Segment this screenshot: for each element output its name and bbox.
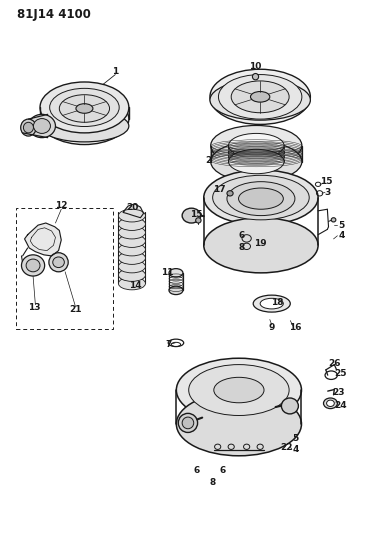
Ellipse shape xyxy=(251,92,270,102)
Ellipse shape xyxy=(178,414,198,432)
Ellipse shape xyxy=(28,114,56,138)
Ellipse shape xyxy=(118,226,145,239)
Ellipse shape xyxy=(23,122,33,133)
Text: 9: 9 xyxy=(268,323,275,332)
Ellipse shape xyxy=(118,217,145,230)
Ellipse shape xyxy=(210,80,310,120)
Ellipse shape xyxy=(238,188,283,209)
Ellipse shape xyxy=(204,217,318,273)
Ellipse shape xyxy=(26,259,40,272)
Ellipse shape xyxy=(53,257,64,268)
Ellipse shape xyxy=(324,398,337,409)
Text: 22: 22 xyxy=(280,443,293,453)
Ellipse shape xyxy=(169,286,183,295)
Text: 6: 6 xyxy=(219,466,226,475)
Ellipse shape xyxy=(33,118,51,133)
Ellipse shape xyxy=(211,125,302,166)
Text: 17: 17 xyxy=(213,185,226,194)
Ellipse shape xyxy=(59,95,110,122)
Text: 11: 11 xyxy=(161,268,174,277)
Text: 6: 6 xyxy=(193,466,200,475)
Ellipse shape xyxy=(331,217,336,222)
Ellipse shape xyxy=(118,243,145,256)
Text: 6: 6 xyxy=(238,231,245,240)
Text: 18: 18 xyxy=(271,298,284,307)
Text: 13: 13 xyxy=(28,303,40,312)
Ellipse shape xyxy=(169,269,183,277)
Ellipse shape xyxy=(253,295,290,312)
Text: 16: 16 xyxy=(289,323,302,332)
Ellipse shape xyxy=(260,298,283,309)
Text: 81J14 4100: 81J14 4100 xyxy=(17,8,91,21)
Text: 19: 19 xyxy=(254,239,266,248)
Text: 7: 7 xyxy=(165,341,172,350)
Text: 4: 4 xyxy=(338,231,344,240)
Ellipse shape xyxy=(118,252,145,264)
Ellipse shape xyxy=(182,417,194,429)
Ellipse shape xyxy=(228,149,284,174)
Ellipse shape xyxy=(227,191,233,196)
Text: 12: 12 xyxy=(55,201,68,210)
Ellipse shape xyxy=(118,269,145,281)
Ellipse shape xyxy=(204,170,318,225)
Ellipse shape xyxy=(252,74,259,80)
Ellipse shape xyxy=(196,217,201,223)
Ellipse shape xyxy=(21,119,36,136)
Ellipse shape xyxy=(176,358,301,422)
Ellipse shape xyxy=(118,260,145,273)
Ellipse shape xyxy=(213,175,309,220)
Ellipse shape xyxy=(281,398,298,414)
Ellipse shape xyxy=(40,110,129,142)
Ellipse shape xyxy=(214,377,264,403)
Ellipse shape xyxy=(76,104,93,114)
Ellipse shape xyxy=(21,255,45,276)
Text: 15: 15 xyxy=(320,177,332,186)
Text: 14: 14 xyxy=(130,280,142,289)
Ellipse shape xyxy=(176,392,301,456)
Text: 26: 26 xyxy=(328,359,340,367)
Ellipse shape xyxy=(219,75,302,119)
Text: 15: 15 xyxy=(190,210,203,219)
Polygon shape xyxy=(123,204,144,217)
Ellipse shape xyxy=(118,209,145,222)
Ellipse shape xyxy=(231,81,289,113)
Ellipse shape xyxy=(227,182,295,216)
Text: 5: 5 xyxy=(293,434,299,443)
Ellipse shape xyxy=(228,133,284,158)
Text: 8: 8 xyxy=(238,244,245,253)
Polygon shape xyxy=(25,223,61,256)
Text: 25: 25 xyxy=(334,369,347,378)
Text: 4: 4 xyxy=(293,445,299,454)
Ellipse shape xyxy=(182,208,201,223)
Text: 10: 10 xyxy=(249,62,262,70)
Text: 5: 5 xyxy=(338,221,344,230)
Ellipse shape xyxy=(211,141,302,182)
Ellipse shape xyxy=(327,400,334,407)
Ellipse shape xyxy=(118,277,145,290)
Ellipse shape xyxy=(210,69,310,124)
Ellipse shape xyxy=(189,365,289,416)
Text: 23: 23 xyxy=(332,388,344,397)
Text: 24: 24 xyxy=(334,401,347,410)
Ellipse shape xyxy=(49,253,68,272)
Text: 21: 21 xyxy=(69,305,82,314)
Text: 3: 3 xyxy=(325,188,331,197)
Ellipse shape xyxy=(50,88,119,126)
Text: 20: 20 xyxy=(126,203,139,212)
Text: 8: 8 xyxy=(210,478,216,487)
Ellipse shape xyxy=(40,94,129,144)
Text: 2: 2 xyxy=(205,156,211,165)
Ellipse shape xyxy=(118,235,145,247)
Text: 1: 1 xyxy=(112,67,118,76)
Ellipse shape xyxy=(40,82,129,133)
